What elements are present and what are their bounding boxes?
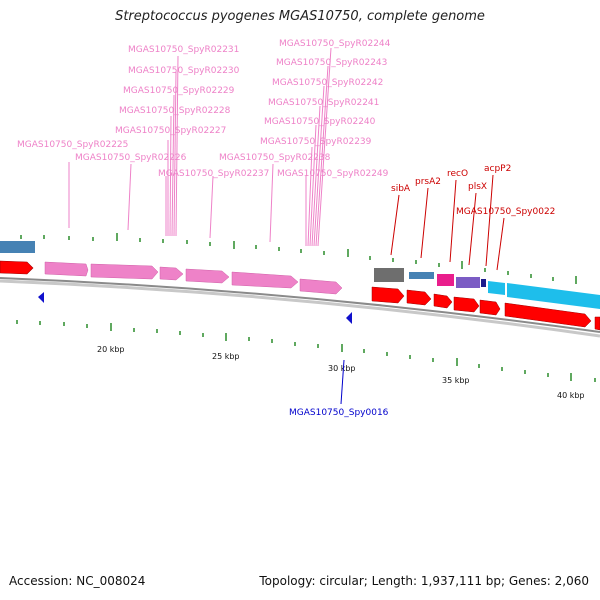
scale-label: 25 kbp [212, 352, 240, 361]
feature-cds-light [507, 283, 600, 309]
feature-cds-left [0, 260, 34, 275]
red-labels: sibA prsA2 recO plsX acpP2 MGAS10750_Spy… [391, 164, 555, 217]
feature-cds [371, 286, 405, 304]
tick-row-top [20, 233, 577, 284]
strand-marker [346, 312, 352, 324]
gene-label: MGAS10750_SpyR02227 [115, 126, 226, 136]
tick-row-bottom [16, 320, 596, 382]
gene-label: MGAS10750_SpyR02226 [75, 153, 187, 163]
feature-cds [479, 299, 501, 316]
pink-leader-lines [68, 47, 332, 247]
gene-label: recO [447, 169, 468, 179]
feature-steel [409, 272, 434, 279]
gene-label: MGAS10750_SpyR02244 [279, 39, 391, 49]
gene-label: MGAS10750_SpyR02243 [276, 58, 387, 68]
gene-label: MGAS10750_SpyR02230 [128, 66, 240, 76]
feature-gray [374, 268, 404, 282]
feature-cds [594, 316, 600, 331]
gene-label: MGAS10750_SpyR02225 [17, 140, 128, 150]
rrna-feature [299, 278, 343, 295]
gene-label: MGAS10750_SpyR02228 [119, 106, 231, 116]
blue-leader-line [340, 359, 345, 405]
feature-cds [453, 296, 480, 313]
gene-label: MGAS10750_SpyR02239 [260, 137, 372, 147]
scale-label: 30 kbp [328, 364, 356, 373]
scale-labels: 20 kbp 25 kbp 30 kbp 35 kbp 40 kbp [97, 345, 585, 400]
rrna-group [44, 261, 343, 295]
feature-steel-left [0, 241, 35, 253]
gene-label: MGAS10750_SpyR02240 [264, 117, 376, 127]
rrna-feature [159, 266, 184, 281]
gene-label: MGAS10750_Spy0016 [289, 408, 389, 418]
scale-label: 35 kbp [442, 376, 470, 385]
rrna-feature [185, 268, 230, 284]
rrna-feature [44, 261, 89, 277]
gene-label: MGAS10750_SpyR02231 [128, 45, 239, 55]
gene-label: sibA [391, 184, 411, 194]
feature-cds [433, 293, 453, 309]
backbone-inner [0, 279, 600, 338]
genome-summary: Topology: circular; Length: 1,937,111 bp… [259, 574, 589, 588]
gene-label: acpP2 [484, 164, 511, 174]
gene-label: MGAS10750_SpyR02238 [219, 153, 331, 163]
strand-marker [38, 292, 44, 303]
rrna-feature [231, 271, 299, 289]
scale-label: 20 kbp [97, 345, 125, 354]
gene-label: MGAS10750_SpyR02249 [277, 169, 389, 179]
accession-text: Accession: NC_008024 [9, 574, 146, 588]
gene-label: prsA2 [415, 177, 441, 187]
scale-label: 40 kbp [557, 391, 585, 400]
pink-labels: MGAS10750_SpyR02231 MGAS10750_SpyR02230 … [17, 39, 391, 179]
red-leader-lines [390, 174, 505, 271]
gene-label: MGAS10750_SpyR02241 [268, 98, 379, 108]
backbone-outer [0, 277, 600, 333]
gene-label: MGAS10750_SpyR02237 [158, 169, 269, 179]
map-title: Streptococcus pyogenes MGAS10750, comple… [115, 9, 485, 24]
gene-label: MGAS10750_SpyR02242 [272, 78, 383, 88]
feature-navy [481, 279, 486, 287]
feature-cds [406, 289, 432, 306]
gene-label: MGAS10750_SpyR02229 [123, 86, 235, 96]
gene-label: plsX [468, 182, 487, 192]
feature-magenta [437, 274, 454, 286]
feature-cds-light [488, 281, 505, 295]
cds-group-right [371, 286, 600, 331]
feature-cds [504, 302, 592, 328]
feature-purple [456, 277, 480, 288]
rrna-feature [90, 263, 159, 280]
gene-label: MGAS10750_Spy0022 [456, 207, 555, 217]
